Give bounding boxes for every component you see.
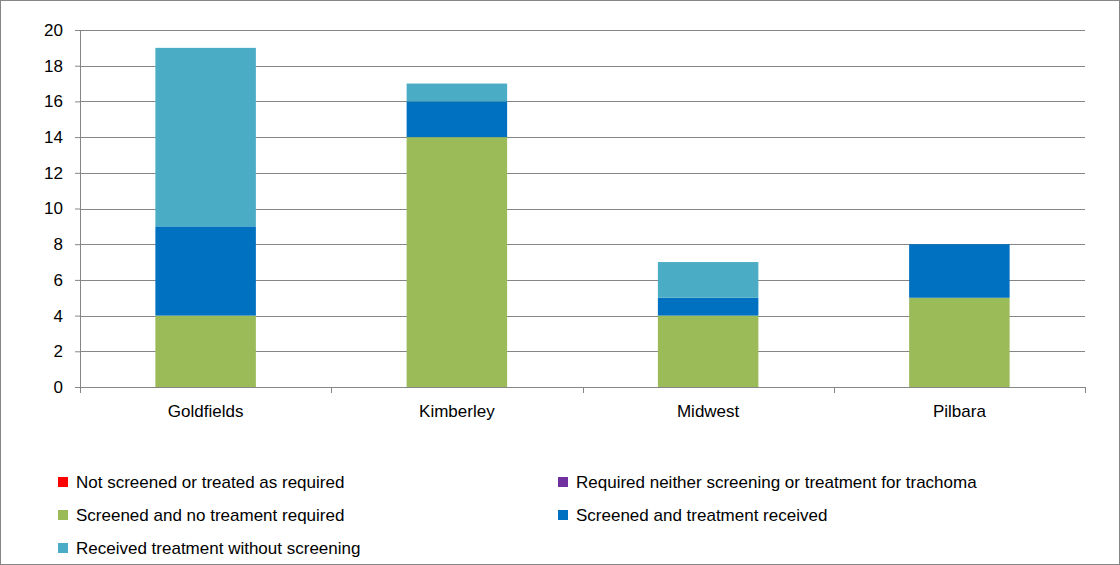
bar-segment bbox=[155, 226, 256, 315]
legend-swatch bbox=[558, 477, 568, 487]
legend-label: Required neither screening or treatment … bbox=[576, 473, 977, 492]
legend-item: Received treatment without screening bbox=[58, 539, 360, 558]
chart-frame bbox=[1, 1, 1120, 565]
x-tick-label: Midwest bbox=[677, 402, 740, 421]
bar-segment bbox=[909, 244, 1010, 298]
bar-segment bbox=[407, 84, 508, 102]
y-tick-mark bbox=[75, 209, 80, 210]
x-tick-label: Pilbara bbox=[933, 402, 986, 421]
y-tick-label: 18 bbox=[44, 57, 63, 76]
y-tick: 14 bbox=[44, 128, 80, 147]
y-tick-label: 6 bbox=[54, 271, 63, 290]
y-tick-mark bbox=[75, 351, 80, 352]
category-separator bbox=[331, 387, 332, 393]
y-tick: 20 bbox=[44, 21, 80, 40]
legend-swatch bbox=[558, 510, 568, 520]
x-tick-label: Kimberley bbox=[419, 402, 495, 421]
y-tick-label: 2 bbox=[54, 342, 63, 361]
x-tick: Pilbara bbox=[933, 387, 986, 421]
chart: 0 2 4 6 8 10 12 14 16 18 20 Goldfields Kimberley Midw… bbox=[0, 0, 1120, 565]
bar-segment bbox=[407, 137, 508, 387]
y-tick-mark bbox=[75, 244, 80, 245]
y-tick-label: 8 bbox=[54, 235, 63, 254]
bar-segment bbox=[155, 316, 256, 387]
bar-segment bbox=[407, 101, 508, 137]
legend-item: Required neither screening or treatment … bbox=[558, 473, 977, 492]
y-axis-line bbox=[75, 31, 81, 388]
x-tick: Midwest bbox=[677, 387, 740, 421]
y-tick-label: 16 bbox=[44, 92, 63, 111]
legend-label: Screened and no treament required bbox=[76, 506, 344, 525]
y-tick-label: 10 bbox=[44, 199, 63, 218]
y-tick-mark bbox=[75, 280, 80, 281]
bar-segment bbox=[658, 262, 759, 298]
y-tick: 12 bbox=[44, 164, 80, 183]
x-axis: Goldfields Kimberley Midwest Pilbara bbox=[81, 387, 1086, 421]
y-tick: 4 bbox=[54, 307, 80, 326]
bar-segment bbox=[658, 316, 759, 387]
legend-label: Screened and treatment received bbox=[576, 506, 827, 525]
y-tick-mark bbox=[75, 316, 80, 317]
category-separator bbox=[583, 387, 584, 393]
x-tick: Goldfields bbox=[168, 387, 244, 421]
category-separator bbox=[834, 387, 835, 393]
legend-swatch bbox=[58, 543, 68, 553]
y-tick-mark bbox=[75, 30, 80, 31]
category-separator bbox=[1085, 387, 1086, 393]
y-tick: 10 bbox=[44, 199, 80, 218]
y-tick-mark bbox=[75, 173, 80, 174]
bar-segment bbox=[909, 298, 1010, 387]
y-tick-mark bbox=[75, 101, 80, 102]
legend-item: Not screened or treated as required bbox=[58, 473, 344, 492]
legend-swatch bbox=[58, 510, 68, 520]
grid-line bbox=[80, 30, 1085, 31]
y-tick-label: 0 bbox=[54, 378, 63, 397]
legend-item: Screened and no treament required bbox=[58, 506, 344, 525]
category-separator bbox=[80, 387, 81, 393]
legend-item: Screened and treatment received bbox=[558, 506, 827, 525]
y-tick-label: 14 bbox=[44, 128, 63, 147]
y-tick-mark bbox=[75, 387, 80, 388]
x-tick: Kimberley bbox=[419, 387, 495, 421]
y-tick: 0 bbox=[54, 378, 80, 397]
y-tick-label: 20 bbox=[44, 21, 63, 40]
bars bbox=[155, 48, 1009, 387]
legend: Not screened or treated as required Requi… bbox=[58, 473, 977, 558]
bar-segment bbox=[909, 244, 1010, 245]
legend-label: Received treatment without screening bbox=[76, 539, 360, 558]
y-tick: 2 bbox=[54, 342, 80, 361]
bar-segment bbox=[658, 298, 759, 316]
y-tick: 16 bbox=[44, 92, 80, 111]
y-tick: 6 bbox=[54, 271, 80, 290]
y-tick: 18 bbox=[44, 57, 80, 76]
y-tick-mark bbox=[75, 66, 80, 67]
grid bbox=[80, 31, 1085, 388]
legend-swatch bbox=[58, 477, 68, 487]
bar-segment bbox=[155, 48, 256, 227]
y-tick-label: 4 bbox=[54, 307, 63, 326]
y-tick-label: 12 bbox=[44, 164, 63, 183]
y-tick: 8 bbox=[54, 235, 80, 254]
y-tick-mark bbox=[75, 137, 80, 138]
grid-line bbox=[80, 387, 1085, 388]
x-tick-label: Goldfields bbox=[168, 402, 244, 421]
y-axis: 0 2 4 6 8 10 12 14 16 18 20 bbox=[44, 21, 80, 397]
legend-label: Not screened or treated as required bbox=[76, 473, 344, 492]
